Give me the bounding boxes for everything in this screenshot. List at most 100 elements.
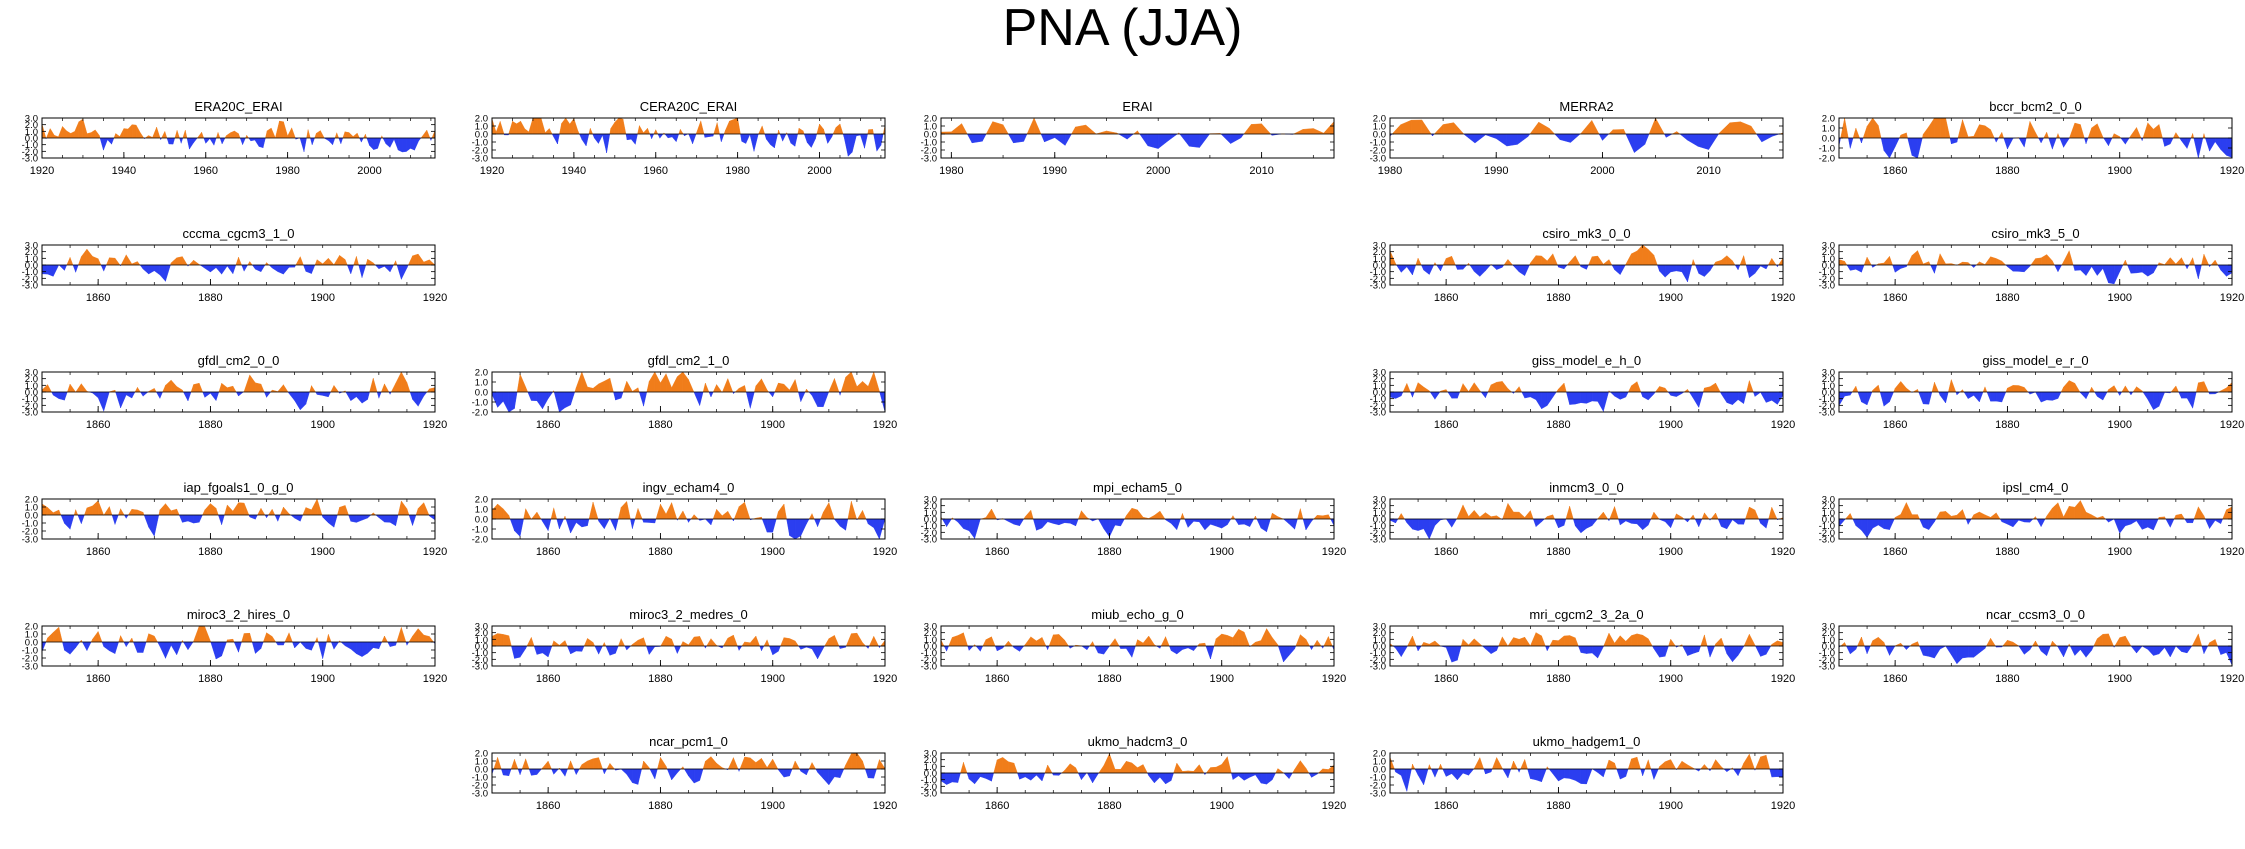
x-tick-label: 1880 (1546, 800, 1570, 812)
positive-anomaly-area (1215, 633, 1222, 647)
negative-anomaly-area (671, 768, 678, 781)
negative-anomaly-area (361, 514, 368, 521)
positive-anomaly-area (671, 639, 675, 647)
y-tick-label: 1.0 (475, 757, 488, 768)
y-tick-label: 3.0 (924, 495, 937, 506)
negative-anomaly-area (817, 391, 824, 408)
negative-anomaly-area (982, 133, 987, 142)
positive-anomaly-area (739, 756, 745, 770)
negative-anomaly-area (393, 137, 399, 151)
positive-anomaly-area (1729, 121, 1741, 135)
y-tick-label: -1.0 (1819, 521, 1835, 532)
y-tick-label: 1.0 (1822, 508, 1835, 519)
negative-anomaly-area (1054, 133, 1066, 146)
x-tick-label: 1880 (198, 292, 222, 304)
positive-anomaly-area (176, 130, 180, 139)
negative-anomaly-area (221, 514, 225, 525)
positive-anomaly-area (204, 503, 211, 516)
positive-anomaly-area (53, 509, 60, 516)
negative-anomaly-area (783, 768, 790, 778)
y-tick-label: -1.0 (472, 138, 488, 149)
negative-anomaly-area (509, 518, 515, 531)
negative-anomaly-area (508, 391, 515, 413)
positive-anomaly-area (1305, 639, 1310, 647)
negative-anomaly-area (1417, 518, 1424, 531)
negative-anomaly-area (1697, 133, 1709, 150)
positive-anomaly-area (1215, 764, 1222, 774)
positive-anomaly-area (2220, 387, 2227, 393)
positive-anomaly-area (2091, 386, 2095, 393)
positive-anomaly-area (1659, 761, 1666, 770)
negative-anomaly-area (542, 518, 549, 532)
negative-anomaly-area (649, 133, 652, 139)
positive-anomaly-area (238, 502, 245, 516)
positive-anomaly-area (1928, 261, 1931, 266)
positive-anomaly-area (2002, 639, 2008, 647)
positive-anomaly-area (626, 501, 631, 520)
negative-anomaly-area (1732, 645, 1739, 663)
positive-anomaly-area (2035, 640, 2039, 647)
negative-anomaly-area (991, 772, 994, 782)
negative-anomaly-area (1288, 645, 1295, 656)
negative-anomaly-area (1883, 137, 1890, 159)
positive-anomaly-area (1389, 250, 1396, 266)
positive-anomaly-area (960, 762, 964, 774)
positive-anomaly-area (873, 636, 879, 647)
negative-anomaly-area (1457, 768, 1464, 781)
negative-anomaly-area (2046, 645, 2051, 656)
positive-anomaly-area (761, 757, 768, 770)
negative-anomaly-area (576, 645, 583, 652)
positive-anomaly-area (1642, 244, 1649, 266)
negative-anomaly-area (2136, 645, 2143, 654)
y-tick-label: 2.0 (475, 749, 488, 760)
negative-anomaly-area (1036, 772, 1043, 782)
negative-anomaly-area (1389, 518, 1396, 524)
negative-anomaly-area (41, 264, 48, 275)
y-tick-label: -2.0 (22, 654, 38, 665)
y-tick-label: -2.0 (921, 655, 937, 666)
negative-anomaly-area (1575, 391, 1582, 405)
positive-anomaly-area (2091, 123, 2098, 139)
negative-anomaly-area (705, 518, 712, 526)
negative-anomaly-area (1507, 768, 1512, 779)
negative-anomaly-area (1591, 768, 1598, 773)
positive-anomaly-area (1496, 757, 1503, 770)
negative-anomaly-area (683, 768, 689, 777)
positive-anomaly-area (1894, 514, 1901, 520)
positive-anomaly-area (1979, 511, 1986, 520)
positive-anomaly-area (1746, 380, 1750, 393)
negative-anomaly-area (1743, 518, 1746, 525)
x-tick-label: 1920 (1771, 673, 1795, 685)
positive-anomaly-area (1945, 117, 1951, 139)
positive-anomaly-area (1293, 128, 1304, 135)
positive-anomaly-area (1631, 633, 1638, 647)
negative-anomaly-area (1939, 645, 1946, 650)
positive-anomaly-area (2001, 132, 2004, 139)
negative-anomaly-area (968, 645, 974, 651)
positive-anomaly-area (961, 123, 968, 135)
negative-anomaly-area (1524, 391, 1531, 399)
negative-anomaly-area (1951, 645, 1958, 665)
positive-anomaly-area (1502, 380, 1509, 393)
positive-anomaly-area (265, 130, 268, 139)
y-tick-label: 2.0 (1373, 628, 1386, 639)
negative-anomaly-area (271, 264, 278, 273)
negative-anomaly-area (414, 137, 419, 151)
y-tick-label: -3.0 (1819, 662, 1835, 673)
negative-anomaly-area (2141, 518, 2148, 530)
positive-anomaly-area (2142, 122, 2148, 139)
positive-anomaly-area (1986, 638, 1991, 647)
negative-anomaly-area (2085, 137, 2089, 144)
negative-anomaly-area (111, 514, 116, 525)
positive-anomaly-area (423, 634, 430, 643)
negative-anomaly-area (1765, 391, 1772, 403)
positive-anomaly-area (120, 635, 125, 643)
y-tick-label: -2.0 (1819, 655, 1835, 666)
positive-anomaly-area (69, 257, 74, 266)
negative-anomaly-area (531, 391, 538, 401)
negative-anomaly-area (1412, 264, 1417, 275)
negative-anomaly-area (1311, 772, 1318, 778)
